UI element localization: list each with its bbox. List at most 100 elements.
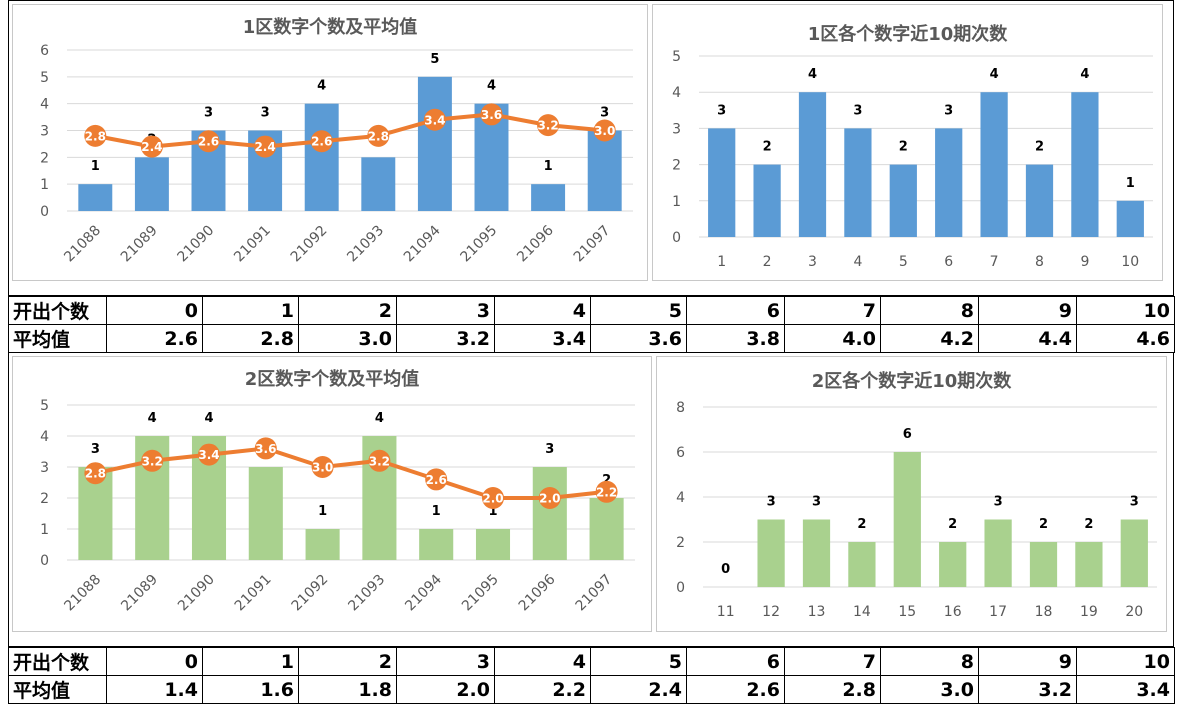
table-cell: 4.0 [784,324,881,353]
x-tick-label: 21088 [61,223,104,266]
y-tick-label: 4 [676,490,685,506]
average-data-label: 2.0 [482,492,503,506]
bar-data-label: 1 [318,504,327,519]
bar-data-label: 3 [812,495,821,510]
table-cell: 9 [978,647,1077,676]
table-cell: 4 [494,296,591,325]
table-cell: 1.6 [202,675,299,704]
bar-data-label: 2 [1035,140,1044,155]
x-tick-label: 14 [853,604,871,620]
average-data-label: 3.4 [424,113,445,127]
y-tick-label: 1 [672,194,681,210]
x-tick-label: 10 [1121,254,1139,270]
table-cell: 2.8 [784,675,881,704]
bar [1029,542,1058,587]
average-data-label: 2.0 [539,492,560,506]
stats-table-zone2: 开出个数 0 1 2 3 4 5 6 7 8 9 10 平均值 1.4 1.6 … [8,647,1175,704]
average-marker [254,437,277,460]
x-tick-label: 21097 [573,572,616,615]
average-marker [141,449,164,472]
bar-data-label: 4 [1080,67,1089,82]
table-cell: 1 [202,296,299,325]
y-tick-label: 4 [672,85,681,101]
bar [78,184,113,211]
bar-data-label: 1 [488,504,497,519]
bar-data-label: 3 [1130,495,1139,510]
y-tick-label: 0 [40,553,49,569]
bar [753,164,781,237]
bar [798,92,827,237]
table-cell: 4.2 [880,324,979,353]
x-tick-label: 19 [1080,604,1098,620]
average-data-label: 2.4 [254,140,275,154]
bar [419,529,454,560]
table-cell: 2 [298,647,397,676]
x-tick-label: 21088 [61,572,104,615]
x-tick-label: 21091 [231,223,274,266]
table-cell: 1.8 [298,675,397,704]
average-data-label: 3.0 [312,461,333,475]
table-row-count: 开出个数 0 1 2 3 4 5 6 7 8 9 10 [8,296,1175,325]
table-cell: 3.0 [880,675,979,704]
average-marker [593,119,616,142]
x-tick-label: 21094 [401,222,444,265]
bar [893,452,921,587]
average-marker [595,480,618,503]
bar [980,92,1008,237]
x-tick-label: 4 [853,254,862,270]
bar [475,529,511,560]
table-cell: 4 [494,647,591,676]
x-tick-label: 21095 [459,572,502,615]
x-tick-label: 12 [762,604,780,620]
average-marker [367,124,390,147]
x-tick-label: 21094 [402,571,445,614]
table-cell: 2.6 [686,675,785,704]
bar-data-label: 1 [432,504,441,519]
x-tick-label: 21093 [344,223,387,266]
bar-data-label: 3 [204,106,213,121]
table-cell: 2.8 [202,324,299,353]
x-tick-label: 21090 [175,572,218,615]
bar [802,519,831,587]
table-cell: 2.2 [494,675,591,704]
y-tick-label: 2 [672,158,681,174]
bar [757,519,785,587]
y-tick-label: 2 [676,535,685,551]
table-cell: 0 [106,647,203,676]
chart-panel-zone2-count-avg: 2区数字个数及平均值 0 1 2 3 4 5 21088 21089 21090 21091 210… [12,356,652,632]
average-line [94,446,607,500]
average-data-label: 3.2 [369,454,390,468]
average-data-label: 3.4 [198,448,219,462]
y-tick-label: 8 [676,400,685,416]
y-tick-label: 0 [672,230,681,246]
average-marker [368,449,391,472]
chart-title: 1区各个数字近10期次数 [807,24,1008,45]
table-cell: 4.4 [978,324,1077,353]
average-data-label: 3.0 [594,124,615,138]
bar [1120,519,1148,587]
x-tick-label: 2 [763,254,772,270]
bar-data-label: 2 [1084,517,1093,532]
bar [305,529,340,560]
x-tick-label: 21090 [175,223,218,266]
table-cell: 1 [202,647,299,676]
x-tick-label: 11 [717,604,735,620]
table-cell: 3.8 [686,324,785,353]
chart-zone2-count-avg: 0 1 2 3 4 5 21088 21089 21090 21091 21092 21093 2109… [40,398,635,615]
bar-data-label: 3 [545,442,554,457]
y-tick-label: 4 [40,97,49,113]
bar [1025,164,1054,237]
x-tick-label: 5 [899,254,908,270]
table-cell: 3.4 [494,324,591,353]
average-data-label: 2.6 [311,135,332,149]
bar-data-label: 4 [990,67,999,82]
x-tick-label: 21089 [118,223,161,266]
bar [708,128,736,237]
chart-zone1-count-avg: 0 1 2 3 4 5 6 21088 21089 21090 21091 21092 21093 210… [40,43,633,266]
chart-panel-zone1-frequency: 1区各个数字近10期次数 0 1 2 3 4 5 1 2 3 4 5 6 7 8 9 10 3 2 4 3 2 3 4 2 4 1 [652,4,1163,281]
table-cell: 3.2 [978,675,1077,704]
table-cell: 7 [784,647,881,676]
bar-data-label: 4 [317,79,326,94]
bar [1071,92,1099,237]
table-row-count: 开出个数 0 1 2 3 4 5 6 7 8 9 10 [8,647,1175,676]
